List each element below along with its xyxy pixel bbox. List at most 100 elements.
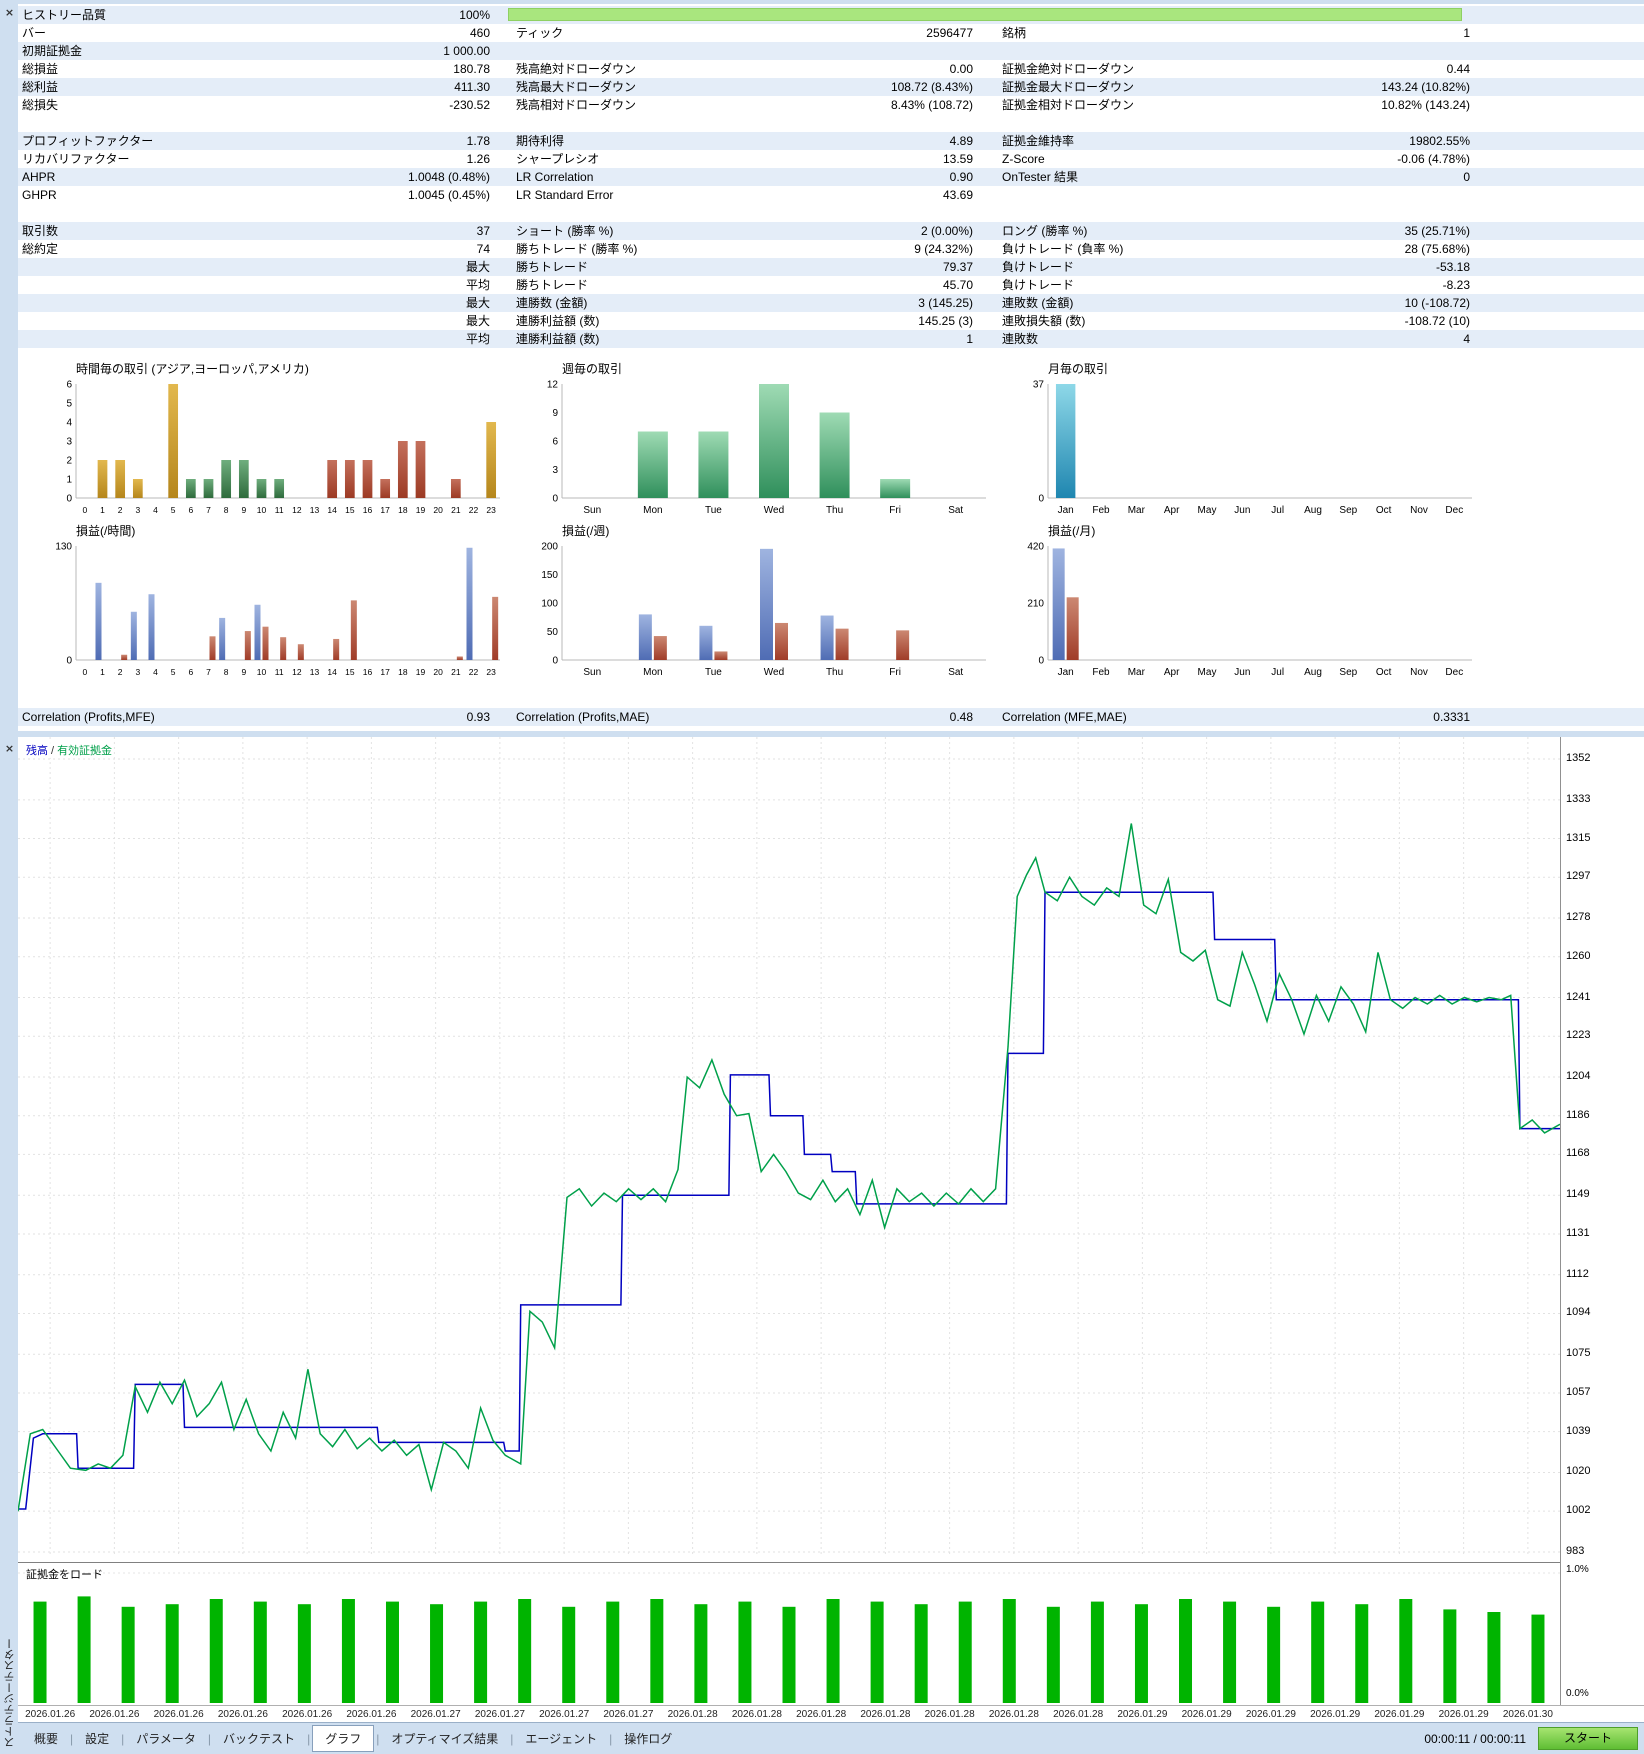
close-icon[interactable]: × — [4, 742, 15, 755]
stats-cell: ヒストリー品質 — [22, 8, 107, 22]
svg-text:0: 0 — [1038, 494, 1044, 505]
stats-row: GHPR 1.0045 (0.45%) LR Standard Error 43.69 — [18, 186, 1644, 204]
margin-bar — [958, 1601, 972, 1703]
stats-cell: シャープレシオ — [516, 152, 600, 166]
date-label: 2026.01.28 — [731, 1709, 782, 1720]
svg-text:130: 130 — [55, 542, 72, 553]
bar — [297, 644, 304, 660]
bar — [203, 479, 214, 498]
margin-bar — [914, 1604, 928, 1703]
stats-cell: 460 — [469, 26, 490, 40]
bar — [699, 625, 713, 660]
svg-text:150: 150 — [541, 570, 558, 581]
bar — [254, 604, 261, 660]
svg-text:Oct: Oct — [1376, 667, 1392, 678]
stats-row: 総損失 -230.52 残高相対ドローダウン 8.43% (108.72) 証拠金相対ド… — [18, 96, 1644, 114]
bar — [492, 596, 499, 660]
correlation-mfe-mae-label: Correlation (MFE,MAE) — [1002, 710, 1127, 724]
svg-text:18: 18 — [398, 505, 408, 515]
svg-text:3: 3 — [66, 437, 72, 448]
stats-cell: 連敗数 — [1002, 332, 1039, 346]
stats-row: 総利益 411.30 残高最大ドローダウン 108.72 (8.43%) 証拠金最大ドロ… — [18, 78, 1644, 96]
tab-graph[interactable]: グラフ — [312, 1725, 375, 1752]
svg-text:5: 5 — [171, 667, 176, 677]
stats-cell: AHPR — [22, 170, 56, 184]
tab-optimization-results[interactable]: オプティマイズ結果 — [391, 1732, 499, 1746]
date-label: 2026.01.27 — [410, 1709, 461, 1720]
margin-bar — [209, 1599, 223, 1703]
chart-legend: 残高 / 有効証拠金 — [26, 742, 113, 758]
tab-agents[interactable]: エージェント — [525, 1732, 598, 1746]
spacer — [490, 132, 512, 150]
spacer — [973, 150, 998, 168]
correlation-profits-mae-value: 0.48 — [949, 710, 973, 724]
date-label: 2026.01.29 — [1181, 1709, 1232, 1720]
bar — [362, 460, 373, 498]
svg-text:Aug: Aug — [1304, 505, 1322, 516]
tab-journal[interactable]: 操作ログ — [624, 1732, 673, 1746]
stats-cell: 最大 — [465, 296, 490, 310]
margin-max-label: 1.0% — [1566, 1564, 1589, 1575]
spacer — [490, 186, 512, 204]
tab-backtest[interactable]: バックテスト — [223, 1732, 296, 1746]
elapsed-time: 00:00:11 / 00:00:11 — [1424, 1731, 1526, 1746]
correlation-row: Correlation (Profits,MFE) 0.93 Correlati… — [18, 708, 1644, 726]
bar — [350, 600, 357, 660]
tab-settings[interactable]: 設定 — [85, 1732, 110, 1746]
bar — [880, 479, 911, 498]
spacer — [973, 258, 998, 276]
y-axis-label: 1075 — [1566, 1347, 1591, 1360]
svg-text:Jan: Jan — [1058, 505, 1074, 516]
margin-bar — [1134, 1604, 1148, 1703]
spacer — [756, 42, 973, 60]
tab-overview[interactable]: 概要 — [34, 1732, 59, 1746]
margin-bar — [1046, 1606, 1060, 1703]
svg-text:6: 6 — [188, 667, 193, 677]
legend-equity: 有効証拠金 — [57, 745, 113, 757]
stats-cell: 45.70 — [942, 278, 973, 292]
margin-bar — [33, 1601, 47, 1703]
svg-text:Oct: Oct — [1376, 505, 1392, 516]
tab-separator: | — [609, 1731, 613, 1746]
stats-cell: 19802.55% — [1409, 134, 1470, 148]
start-button[interactable]: スタート — [1538, 1727, 1638, 1750]
margin-bar — [385, 1601, 399, 1703]
y-axis-label: 1002 — [1566, 1504, 1591, 1517]
bar — [238, 460, 249, 498]
svg-text:12: 12 — [547, 380, 559, 391]
svg-text:Jul: Jul — [1271, 667, 1284, 678]
y-axis-label: 1057 — [1566, 1385, 1591, 1398]
correlation-mfe-mae-value: 0.3331 — [1433, 710, 1470, 724]
svg-text:Sep: Sep — [1339, 505, 1357, 516]
svg-text:Dec: Dec — [1445, 667, 1463, 678]
spacer — [973, 312, 998, 330]
svg-text:17: 17 — [380, 505, 390, 515]
stats-cell: 1 — [966, 332, 973, 346]
margin-load-label: 証拠金をロード — [26, 1569, 103, 1581]
tab-separator: | — [376, 1731, 380, 1746]
svg-text:6: 6 — [188, 505, 193, 515]
tab-separator: | — [70, 1731, 74, 1746]
weekly-trades-chart: 3 6 9 12 0 Sun Mon Tue Wed Thu Fri Sat — [547, 380, 986, 516]
tab-parameters[interactable]: パラメータ — [136, 1732, 196, 1746]
stats-cell: 勝ちトレード — [516, 278, 589, 292]
stats-cell: 74 — [476, 242, 490, 256]
svg-text:4: 4 — [66, 418, 72, 429]
y-axis-label: 1260 — [1566, 949, 1591, 962]
stats-cell: ティック — [516, 26, 564, 40]
close-icon[interactable]: × — [4, 6, 15, 19]
margin-bar — [1531, 1614, 1545, 1703]
bar — [1066, 597, 1079, 660]
monthly-pl-chart: 210 420 0 Jan Feb Mar Apr May Jun Jul Aug Sep Oct Nov… — [1027, 542, 1472, 678]
stats-cell: 総約定 — [22, 242, 59, 256]
stats-cell: 28 (75.68%) — [1404, 242, 1470, 256]
margin-bar — [1002, 1599, 1016, 1703]
margin-bar — [738, 1601, 752, 1703]
svg-text:5: 5 — [66, 399, 72, 410]
svg-text:7: 7 — [206, 667, 211, 677]
date-label: 2026.01.28 — [988, 1709, 1039, 1720]
bar — [148, 594, 155, 660]
y-axis-label: 1333 — [1566, 792, 1591, 805]
margin-bar — [430, 1604, 444, 1703]
